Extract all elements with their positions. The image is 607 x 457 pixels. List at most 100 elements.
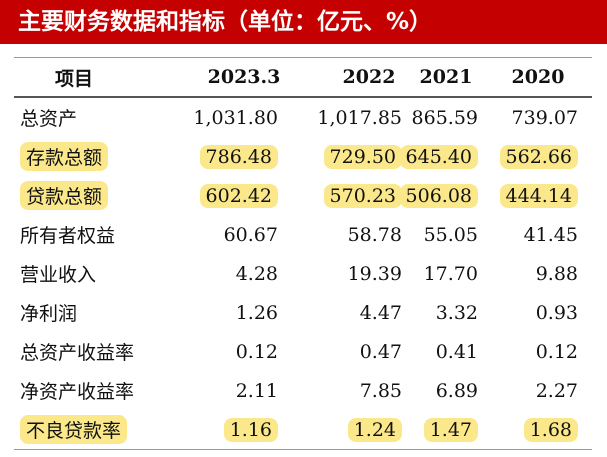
value-cell: 2.27 [536,371,578,410]
value: 506.08 [399,183,478,208]
table-row: 总资产 1,031.80 1,017.85 865.59 739.07 [14,98,592,137]
value-cell: 562.66 [499,137,578,176]
value-cell: 645.40 [399,137,478,176]
value: 0.93 [535,301,578,324]
value: 570.23 [323,183,402,208]
value: 41.45 [523,223,578,246]
value: 4.47 [359,301,402,324]
value-cell: 41.45 [524,215,578,254]
table-row: 存款总额 786.48 729.50 645.40 562.66 [14,137,592,176]
value-cell: 729.50 [323,137,402,176]
value-cell: 1.47 [423,410,478,449]
value: 58.78 [347,223,402,246]
row-label: 营业收入 [20,264,97,286]
value: 602.42 [199,183,278,208]
value-cell: 17.70 [424,254,478,293]
row-label-cell: 总资产收益率 [20,332,134,371]
value: 4.28 [235,262,278,285]
value: 1.16 [223,417,278,442]
table-row: 净利润 1.26 4.47 3.32 0.93 [14,293,592,332]
row-label: 净利润 [20,303,78,325]
table-row: 总资产收益率 0.12 0.47 0.41 0.12 [14,332,592,371]
value: 7.85 [359,379,402,402]
value-cell: 865.59 [412,98,478,137]
value-cell: 786.48 [199,137,278,176]
value: 60.67 [223,223,278,246]
column-header: 2021 [419,66,473,88]
value-cell: 602.42 [199,176,278,215]
column-header: 2022 [342,66,396,88]
table: 项目 2023.3 2022 2021 2020 总资产 1,031.80 1,017.85 8… [14,57,592,450]
value-cell: 4.47 [360,293,402,332]
value-cell: 4.28 [236,254,278,293]
value: 0.12 [235,340,278,363]
value-cell: 444.14 [499,176,578,215]
column-header: 项目 [54,67,93,90]
row-label: 所有者权益 [20,225,116,247]
table-row: 净资产收益率 2.11 7.85 6.89 2.27 [14,371,592,410]
value-cell: 1.16 [223,410,278,449]
value-cell: 60.67 [224,215,278,254]
value: 1.47 [423,417,478,442]
column-header: 2020 [511,66,565,88]
value: 2.27 [535,379,578,402]
row-label: 净资产收益率 [20,381,135,403]
value: 1,017.85 [317,106,402,129]
table-row: 不良贷款率 1.16 1.24 1.47 1.68 [14,410,592,449]
value-cell: 1.68 [523,410,578,449]
table-row: 贷款总额 602.42 570.23 506.08 444.14 [14,176,592,215]
row-label-cell: 净利润 [20,293,77,332]
value-cell: 19.39 [348,254,402,293]
value: 3.32 [435,301,478,324]
value: 645.40 [399,144,478,169]
value-cell: 55.05 [424,215,478,254]
value: 444.14 [499,183,578,208]
row-label-cell: 不良贷款率 [20,410,128,449]
value: 1,031.80 [193,106,278,129]
header-row: 项目 2023.3 2022 2021 2020 [14,58,592,98]
value: 562.66 [499,144,578,169]
value-cell: 506.08 [399,176,478,215]
value: 1.24 [347,417,402,442]
value: 1.68 [523,417,578,442]
row-label: 不良贷款率 [20,415,128,444]
row-label-cell: 所有者权益 [20,215,115,254]
row-label: 贷款总额 [20,181,109,210]
value: 739.07 [511,106,578,129]
value-cell: 0.93 [536,293,578,332]
value-cell: 0.12 [236,332,278,371]
row-label: 总资产收益率 [20,342,135,364]
value-cell: 9.88 [536,254,578,293]
row-label: 存款总额 [20,142,109,171]
value-cell: 0.41 [436,332,478,371]
value: 865.59 [411,106,478,129]
value-cell: 6.89 [436,371,478,410]
title-bar: 主要财务数据和指标（单位：亿元、%） [0,0,607,44]
value: 2.11 [235,379,278,402]
row-label: 总资产 [20,108,78,130]
value: 6.89 [435,379,478,402]
value-cell: 7.85 [360,371,402,410]
table-row: 营业收入 4.28 19.39 17.70 9.88 [14,254,592,293]
value-cell: 570.23 [323,176,402,215]
value: 55.05 [423,223,478,246]
value-cell: 1.24 [347,410,402,449]
value-cell: 1.26 [236,293,278,332]
column-header: 2023.3 [207,66,281,88]
value: 17.70 [423,262,478,285]
row-label-cell: 净资产收益率 [20,371,134,410]
value: 729.50 [323,144,402,169]
table-row: 所有者权益 60.67 58.78 55.05 41.45 [14,215,592,254]
value: 19.39 [347,262,402,285]
row-label-cell: 总资产 [20,98,77,137]
value: 1.26 [235,301,278,324]
value: 0.47 [359,340,402,363]
row-label-cell: 营业收入 [20,254,96,293]
value-cell: 1,031.80 [193,98,278,137]
row-label-cell: 贷款总额 [20,176,109,215]
value-cell: 3.32 [436,293,478,332]
value: 786.48 [199,144,278,169]
value-cell: 1,017.85 [317,98,402,137]
value-cell: 58.78 [348,215,402,254]
